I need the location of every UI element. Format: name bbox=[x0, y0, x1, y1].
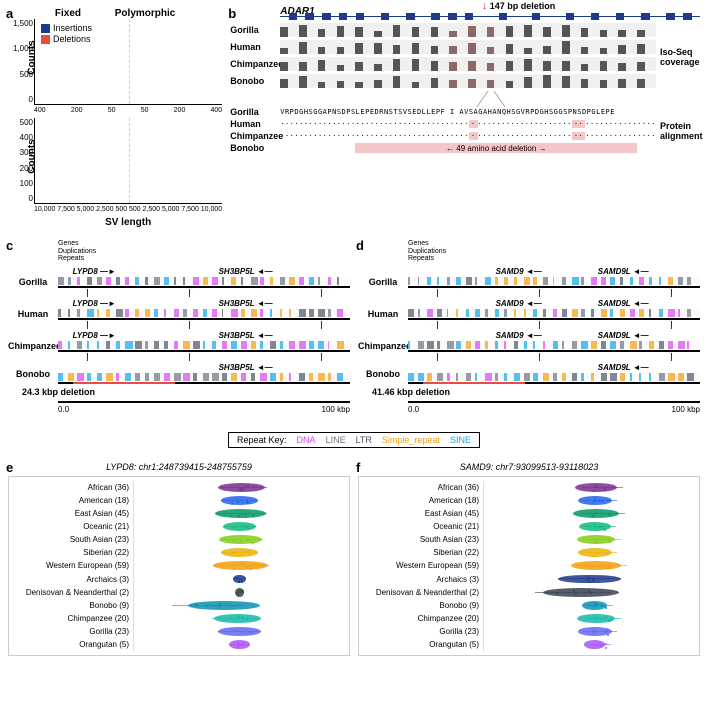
y-ticks-bottom: 5004003002001000 bbox=[11, 118, 33, 203]
repeat-key: Repeat Key:DNALINELTRSimple_repeatSINE bbox=[228, 432, 480, 448]
protein-side-label: Protein alignment bbox=[660, 121, 700, 141]
violin-area-e bbox=[133, 481, 345, 651]
deletion-marker: ↓ 147 bp deletion bbox=[482, 0, 556, 12]
x-axis-label: SV length bbox=[8, 217, 222, 228]
panel-f: f SAMD9: chr7:93099513-93118023 African … bbox=[358, 462, 700, 656]
bars-bottom bbox=[35, 118, 222, 203]
scale-bar-d bbox=[408, 401, 700, 403]
violin-title-e: LYPD8: chr1:248739415-248755759 bbox=[8, 462, 350, 472]
figure: a Fixed Polymorphic Counts 1,5001,000500… bbox=[0, 0, 708, 676]
violin-plot-f: African (36)American (18)East Asian (45)… bbox=[358, 476, 700, 656]
isoseq-tracks: GorillaHumanChimpanzeeBonobo bbox=[230, 23, 656, 91]
histogram-bottom: Counts 5004003002001000 bbox=[34, 118, 222, 204]
down-arrow-icon: ↓ bbox=[482, 0, 488, 12]
panel-f-label: f bbox=[356, 460, 360, 475]
histogram-top: Counts 1,5001,0005000 InsertionsDeletion… bbox=[34, 19, 222, 105]
bars-top bbox=[35, 19, 222, 104]
zoom-lines bbox=[280, 91, 700, 107]
scale-bar-c bbox=[58, 401, 350, 403]
x-ticks-top: 4002005050200400 bbox=[8, 107, 222, 114]
panel-a: a Fixed Polymorphic Counts 1,5001,000500… bbox=[8, 8, 222, 228]
panel-d-label: d bbox=[356, 238, 364, 253]
panel-c-label: c bbox=[6, 238, 13, 253]
protein-alignment: GorillaVRPDGHSGGAPNSDPSLEPEDRNSTSVSEDLLE… bbox=[230, 107, 656, 155]
hist-title-poly: Polymorphic bbox=[115, 8, 176, 19]
del-annotation-c: 24.3 kbp deletion bbox=[8, 387, 350, 397]
violin-labels-f: African (36)American (18)East Asian (45)… bbox=[363, 481, 483, 651]
panel-e: e LYPD8: chr1:248739415-248755759 Africa… bbox=[8, 462, 350, 656]
violin-title-f: SAMD9: chr7:93099513-93118023 bbox=[358, 462, 700, 472]
genome-tracks-d: Genes Duplications RepeatsGorillaSAMD9 ◄… bbox=[358, 240, 700, 385]
y-ticks-top: 1,5001,0005000 bbox=[11, 19, 33, 104]
genome-tracks-c: Genes Duplications RepeatsGorillaLYPD8 —… bbox=[8, 240, 350, 385]
panel-e-label: e bbox=[6, 460, 13, 475]
violin-plot-e: African (36)American (18)East Asian (45)… bbox=[8, 476, 350, 656]
isoseq-side-label: Iso-Seq coverage bbox=[660, 47, 700, 67]
x-ticks-bottom: 10,0007,5005,0002,5005005002,5005,0007,5… bbox=[8, 206, 222, 213]
panel-d: d Genes Duplications RepeatsGorillaSAMD9… bbox=[358, 240, 700, 414]
panel-b-label: b bbox=[228, 6, 236, 21]
panel-c: c Genes Duplications RepeatsGorillaLYPD8… bbox=[8, 240, 350, 414]
violin-area-f bbox=[483, 481, 695, 651]
panel-b: b ADAR1 ↓ 147 bp deletion GorillaHumanCh… bbox=[230, 8, 700, 228]
gene-model: ADAR1 ↓ 147 bp deletion bbox=[280, 16, 700, 17]
hist-title-fixed: Fixed bbox=[55, 8, 81, 19]
violin-labels-e: African (36)American (18)East Asian (45)… bbox=[13, 481, 133, 651]
del-annotation-d: 41.46 kbp deletion bbox=[358, 387, 700, 397]
